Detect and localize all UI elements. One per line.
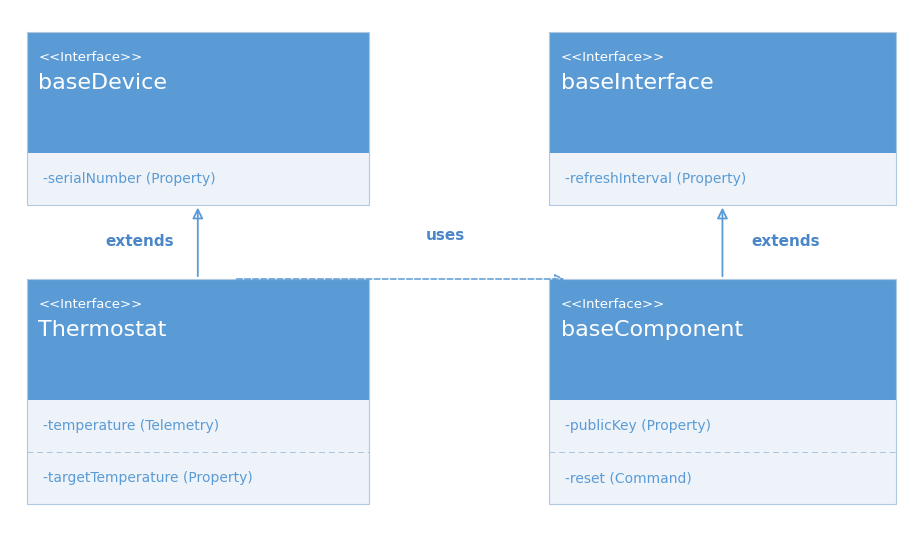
Bar bbox=[549, 279, 896, 504]
Bar bbox=[26, 400, 369, 504]
Bar bbox=[549, 152, 896, 205]
Text: <<Interface>>: <<Interface>> bbox=[38, 298, 143, 311]
Text: -temperature (Telemetry): -temperature (Telemetry) bbox=[43, 419, 219, 433]
Bar bbox=[26, 152, 369, 205]
Text: <<Interface>>: <<Interface>> bbox=[38, 51, 143, 64]
Bar bbox=[26, 279, 369, 504]
Text: extends: extends bbox=[105, 234, 174, 249]
Text: baseComponent: baseComponent bbox=[561, 320, 743, 340]
Bar bbox=[549, 400, 896, 504]
Bar bbox=[549, 32, 896, 205]
Text: -reset (Command): -reset (Command) bbox=[565, 472, 692, 485]
Text: -refreshInterval (Property): -refreshInterval (Property) bbox=[565, 172, 746, 186]
Text: -serialNumber (Property): -serialNumber (Property) bbox=[43, 172, 215, 186]
Bar bbox=[549, 32, 896, 152]
Text: <<Interface>>: <<Interface>> bbox=[561, 51, 665, 64]
Text: baseDevice: baseDevice bbox=[38, 73, 167, 93]
Bar bbox=[26, 279, 369, 400]
Bar bbox=[26, 32, 369, 205]
Text: baseInterface: baseInterface bbox=[561, 73, 714, 93]
Text: extends: extends bbox=[751, 234, 820, 249]
Text: uses: uses bbox=[426, 228, 465, 243]
Bar bbox=[549, 279, 896, 400]
Text: Thermostat: Thermostat bbox=[38, 320, 166, 340]
Text: -targetTemperature (Property): -targetTemperature (Property) bbox=[43, 472, 253, 485]
Text: -publicKey (Property): -publicKey (Property) bbox=[565, 419, 711, 433]
Bar bbox=[26, 32, 369, 152]
Text: <<Interface>>: <<Interface>> bbox=[561, 298, 665, 311]
